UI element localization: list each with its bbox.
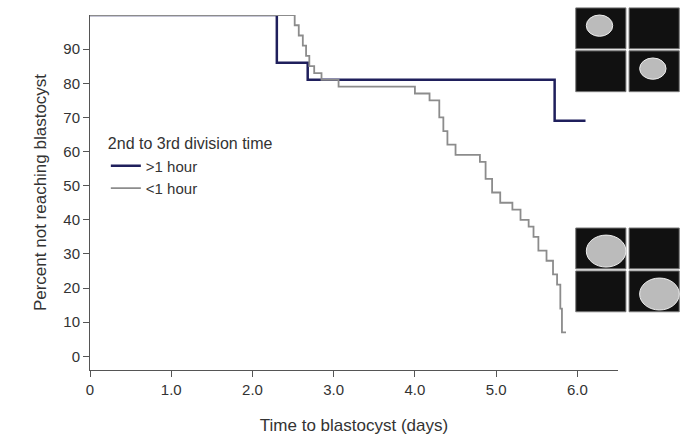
svg-text:10: 10 <box>63 313 80 330</box>
svg-text:4.0: 4.0 <box>404 381 425 398</box>
svg-text:Percent not reaching blastocys: Percent not reaching blastocyst <box>31 74 50 311</box>
svg-text:3.0: 3.0 <box>323 381 344 398</box>
svg-text:2nd to 3rd division time: 2nd to 3rd division time <box>108 135 273 152</box>
svg-text:Time to blastocyst (days): Time to blastocyst (days) <box>260 416 448 435</box>
svg-text:70: 70 <box>63 109 80 126</box>
svg-text:1.0: 1.0 <box>161 381 182 398</box>
svg-text:0: 0 <box>86 381 94 398</box>
svg-text:30: 30 <box>63 245 80 262</box>
svg-text:5.0: 5.0 <box>486 381 507 398</box>
svg-text:<1 hour: <1 hour <box>146 180 197 197</box>
svg-text:90: 90 <box>63 40 80 57</box>
svg-text:50: 50 <box>63 177 80 194</box>
svg-text:2.0: 2.0 <box>242 381 263 398</box>
svg-text:60: 60 <box>63 143 80 160</box>
svg-text:0: 0 <box>72 348 80 365</box>
svg-text:40: 40 <box>63 211 80 228</box>
svg-text:80: 80 <box>63 75 80 92</box>
svg-text:6.0: 6.0 <box>567 381 588 398</box>
svg-text:>1 hour: >1 hour <box>146 158 197 175</box>
svg-text:20: 20 <box>63 279 80 296</box>
